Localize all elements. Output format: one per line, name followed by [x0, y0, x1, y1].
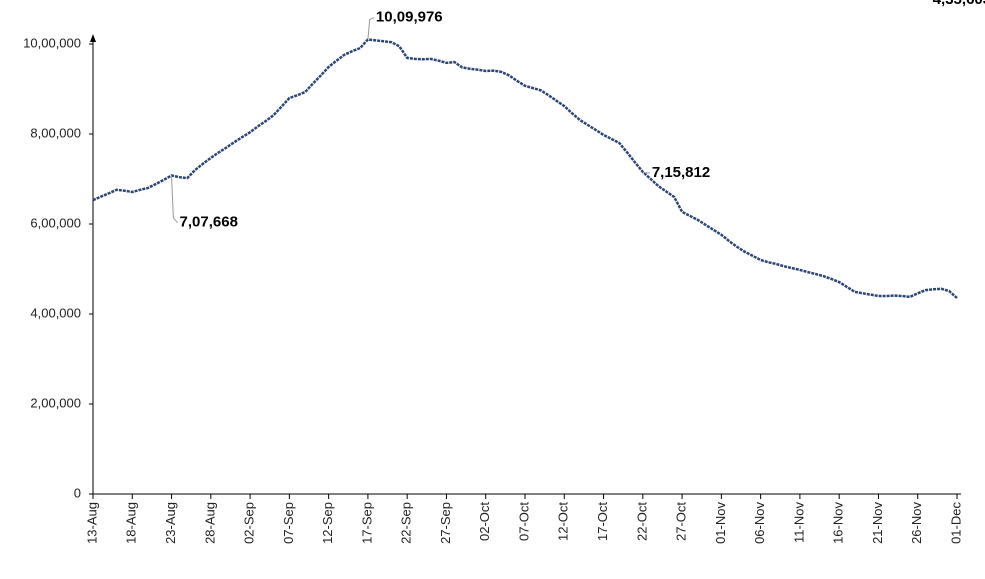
x-tick-label: 11-Nov: [791, 502, 806, 543]
leader-line: [171, 175, 178, 223]
x-tick-label: 28-Aug: [202, 502, 217, 544]
x-tick-label: 22-Oct: [634, 502, 649, 541]
x-tick-label: 22-Sep: [399, 502, 414, 544]
x-tick-label: 23-Aug: [163, 502, 178, 544]
y-tick-label: 2,00,000: [30, 395, 81, 410]
x-tick-label: 13-Aug: [84, 502, 99, 544]
y-tick-label: 4,00,000: [30, 305, 81, 320]
y-axis-arrow: [90, 34, 96, 42]
x-tick-label: 12-Sep: [320, 502, 335, 544]
y-tick-label: 8,00,000: [30, 125, 81, 140]
x-tick-label: 27-Sep: [438, 502, 453, 544]
x-tick-label: 02-Oct: [477, 502, 492, 541]
data-label: 7,15,812: [652, 164, 710, 181]
data-label: 4,35,603: [933, 0, 985, 8]
x-tick-label: 26-Nov: [909, 502, 924, 544]
x-tick-label: 17-Oct: [595, 502, 610, 541]
x-tick-label: 07-Sep: [281, 502, 296, 544]
x-tick-label: 07-Oct: [516, 502, 531, 541]
leader-line: [367, 17, 375, 40]
x-tick-label: 12-Oct: [556, 502, 571, 541]
x-tick-label: 01-Dec: [948, 502, 963, 544]
line-series: [92, 38, 958, 299]
y-tick-label: 0: [74, 485, 81, 500]
x-tick-label: 18-Aug: [124, 502, 139, 544]
data-label: 7,07,668: [180, 214, 238, 231]
leader-line: [642, 171, 650, 174]
data-label: 10,09,976: [376, 8, 443, 25]
y-tick-label: 6,00,000: [30, 215, 81, 230]
x-tick-label: 21-Nov: [870, 502, 885, 544]
y-tick-label: 10,00,000: [23, 35, 81, 50]
x-tick-label: 27-Oct: [674, 502, 689, 541]
x-tick-label: 17-Sep: [359, 502, 374, 544]
x-tick-label: 02-Sep: [242, 502, 257, 544]
x-tick-label: 01-Nov: [713, 502, 728, 544]
x-tick-label: 16-Nov: [831, 502, 846, 544]
x-tick-label: 06-Nov: [752, 502, 767, 544]
